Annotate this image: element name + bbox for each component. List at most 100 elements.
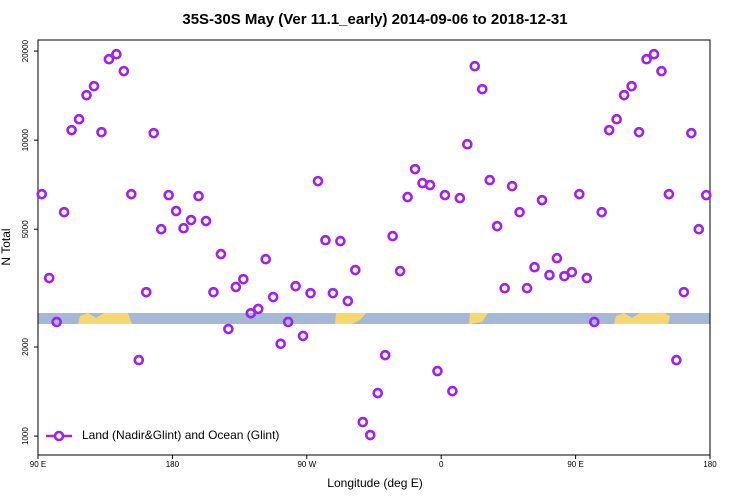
point [529,261,540,273]
y-tick-label: 2000 [21,338,30,356]
point [193,190,204,202]
point [700,189,712,201]
point [103,53,115,65]
point [544,269,555,281]
legend-marker [53,430,65,442]
point [671,354,682,366]
point [335,235,346,247]
point [626,80,637,92]
point [327,287,339,299]
point [51,316,62,328]
point [372,387,384,399]
point [297,330,309,342]
point [267,291,279,303]
point [66,124,77,136]
x-axis-label: Longitude (deg E) [327,476,422,490]
point [350,264,361,276]
x-tick-label: 180 [166,460,180,469]
point [230,281,242,293]
point [686,127,697,139]
point [133,354,145,366]
point [559,270,570,282]
point [223,323,234,335]
land-ocean-strip [38,313,710,324]
point [484,174,496,186]
point [245,307,257,319]
legend-label: Land (Nadir&Glint) and Ocean (Glint) [82,428,279,442]
point [342,295,354,307]
y-axis-label: N Total [0,228,13,265]
point [424,179,436,191]
point [163,189,174,201]
point [215,248,227,260]
point [36,188,48,200]
point [111,48,122,60]
point [506,180,518,192]
x-tick-label: 90 W [297,460,316,469]
point [81,89,92,101]
point [96,126,107,138]
point [148,127,160,139]
point [73,113,85,125]
point [596,206,608,218]
point [387,230,398,242]
point [633,126,645,138]
point [566,266,578,278]
point [357,416,369,428]
point [185,214,197,226]
point [618,89,630,101]
point [58,206,70,218]
point [305,287,316,299]
point [275,338,286,350]
point [402,191,413,203]
point [663,188,675,200]
point [432,365,443,377]
point [491,220,503,232]
point [536,194,548,206]
point [238,273,249,285]
y-tick-label: 20000 [21,39,30,62]
point [394,265,406,277]
point [118,65,130,77]
point [409,163,421,175]
point [611,113,622,125]
point [170,205,182,217]
point [656,65,667,77]
point [678,286,690,298]
point [439,189,451,201]
x-tick-label: 180 [703,460,717,469]
point [588,316,600,328]
point [499,282,510,294]
y-tick-label: 5000 [21,220,30,238]
point [364,429,376,441]
point [178,222,189,234]
point [454,192,466,204]
point [476,83,488,95]
point [208,286,219,298]
point [693,223,705,235]
point [521,282,533,294]
x-tick-label: 90 E [30,460,46,469]
point [140,286,152,298]
y-tick-label: 10000 [21,128,30,151]
point [282,316,294,328]
point [155,223,167,235]
point [252,303,264,315]
point [200,215,212,227]
point [379,349,391,361]
point [447,385,458,397]
point [581,272,593,284]
point [320,234,331,246]
point [603,124,615,136]
point [641,53,652,65]
plot-frame [37,39,711,456]
point [648,48,660,60]
point [574,188,585,200]
x-tick-label: 0 [439,460,444,469]
point [462,138,473,150]
point [290,280,301,292]
chart-title: 35S-30S May (Ver 11.1_early) 2014-09-06 … [182,11,567,28]
point [469,60,481,72]
point [88,80,100,92]
